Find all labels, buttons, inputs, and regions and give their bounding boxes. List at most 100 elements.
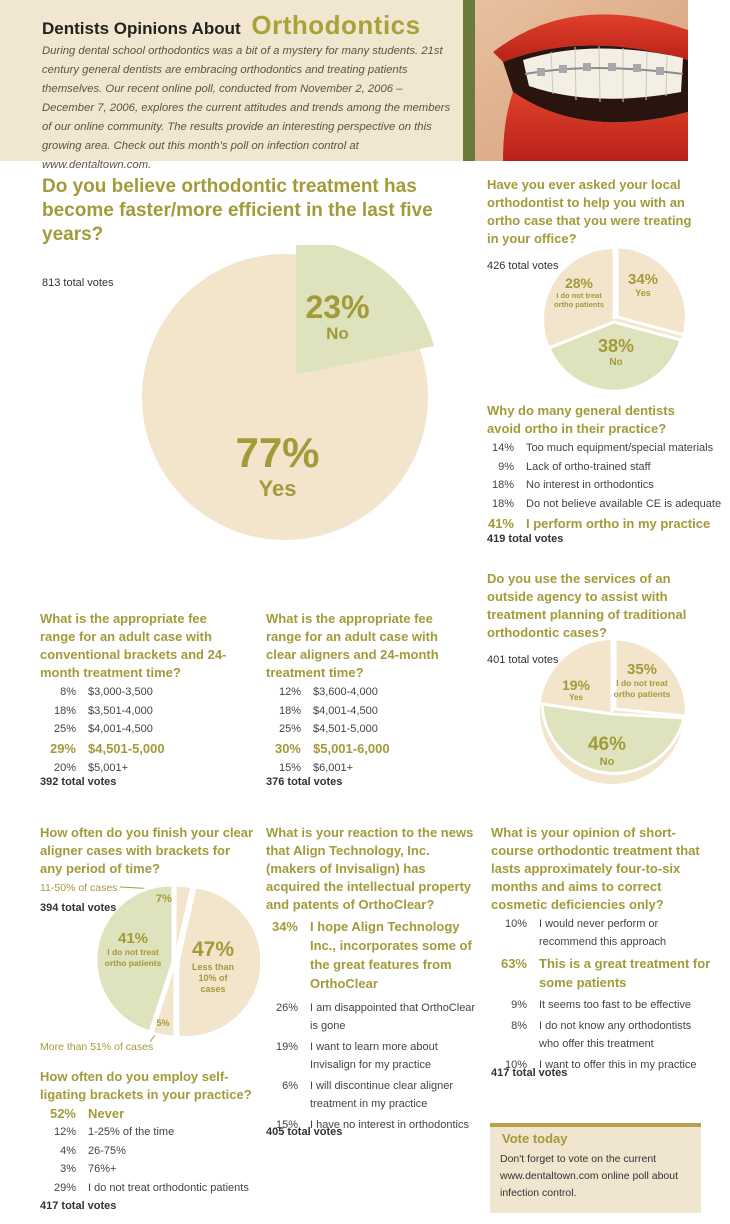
poll1-pie <box>142 245 434 540</box>
list-item: 26% I am disappointed that OrthoClear is … <box>262 999 477 1035</box>
poll2-no-text: No <box>609 357 623 368</box>
poll10-total: 417 total votes <box>491 1067 568 1079</box>
poll7-pie <box>94 883 260 1043</box>
row-text: I do not treat orthodontic patients <box>88 1181 249 1194</box>
list-item: 25% $4,001-4,500 <box>40 720 240 739</box>
poll5-total: 392 total votes <box>40 776 117 788</box>
row-pct: 12% <box>278 686 301 699</box>
poll4-slice-no <box>540 702 686 775</box>
row-text: Lack of ortho-trained staff <box>526 460 651 473</box>
row-pct: 6% <box>282 1080 298 1092</box>
row-text: 76%+ <box>88 1163 117 1176</box>
vote-box-body: Don't forget to vote on the current www.… <box>500 1153 679 1199</box>
row-pct: 63% <box>500 956 527 971</box>
row-pct: 15% <box>275 1119 298 1131</box>
title-prefix: Dentists Opinions About <box>42 19 241 38</box>
row-text: No interest in orthodontics <box>526 479 654 492</box>
list-item: 20% $5,001+ <box>40 759 240 778</box>
list-item: 8% $3,000-3,500 <box>40 683 240 702</box>
poll4-notreat-text: I do not treat ortho patients <box>613 678 671 699</box>
row-text: $4,001-4,500 <box>313 704 378 717</box>
poll8-total: 417 total votes <box>40 1200 117 1212</box>
poll2-label-yes: 34% Yes <box>617 271 669 298</box>
poll7-41-pct: 41% <box>117 930 149 947</box>
list-item: 6% I will discontinue clear aligner treat… <box>262 1077 477 1113</box>
poll7-question: How often do you finish your clear align… <box>40 825 254 876</box>
row-pct: 9% <box>498 460 514 473</box>
poll2-no-pct: 38% <box>597 336 635 356</box>
poll1-no-text: No <box>326 324 349 343</box>
list-item: 18% No interest in orthodontics <box>478 476 728 495</box>
poll5-list: 8% $3,000-3,500 18% $3,501-4,000 25% $4,001… <box>40 683 240 777</box>
poll2-yes-text: Yes <box>635 288 651 298</box>
header-banner <box>0 0 463 161</box>
row-pct: 41% <box>487 515 514 531</box>
poll2-slice-yes <box>615 245 688 337</box>
poll4-pie <box>540 637 688 784</box>
poll4-yes-text: Yes <box>569 693 583 702</box>
row-pct: 8% <box>511 1020 527 1032</box>
row-pct: 19% <box>275 1041 298 1053</box>
poll7-callout-top: 11-50% of cases <box>40 882 118 894</box>
poll10-question: What is your opinion of short-course ort… <box>491 825 700 912</box>
poll6-list: 12% $3,600-4,000 18% $4,001-4,500 25% $4,50… <box>265 683 465 777</box>
row-text: I perform ortho in my practice <box>526 515 711 531</box>
row-text: $6,001+ <box>313 761 354 774</box>
poll1-total: 813 total votes <box>42 277 114 289</box>
list-item: 18% $3,501-4,000 <box>40 702 240 721</box>
poll7-total: 394 total votes <box>40 902 117 914</box>
poll2-notreat-text: I do not treat ortho patients <box>554 291 604 309</box>
smile-photo <box>463 0 688 161</box>
poll8-list: 52% Never 12% 1-25% of the time 4% 26-75% 3… <box>40 1103 265 1197</box>
poll2-slice-no <box>547 320 683 393</box>
row-text: $5,001+ <box>88 761 129 774</box>
poll7-callout-bottom: More than 51% of cases <box>40 1041 154 1053</box>
poll7-pct-5: 5% <box>156 1018 170 1028</box>
list-item: 14% Too much equipment/special materials <box>478 439 728 458</box>
list-item-highlight: 34% I hope Align Technology Inc., incorpo… <box>262 917 477 993</box>
row-pct: 26% <box>275 1002 298 1014</box>
poll2-label-notreat: 28% I do not treat ortho patients <box>548 275 610 309</box>
row-text: Too much equipment/special materials <box>526 442 714 455</box>
page-title: Dentists Opinions About Orthodontics <box>42 10 421 41</box>
poll9-list: 34% I hope Align Technology Inc., incorpo… <box>262 917 477 1134</box>
poll6-total: 376 total votes <box>266 776 343 788</box>
row-text: I want to learn more about Invisalign fo… <box>310 1041 438 1071</box>
poll2-question: Have you ever asked your local orthodont… <box>487 177 692 246</box>
row-text: I hope Align Technology Inc., incorporat… <box>310 919 472 991</box>
poll6-question: What is the appropriate fee range for an… <box>266 611 439 680</box>
list-item: 12% $3,600-4,000 <box>265 683 465 702</box>
poll1-slice-no <box>296 245 434 375</box>
poll7-pct-7: 7% <box>156 893 172 905</box>
poll4-yes-pct: 19% <box>561 677 591 693</box>
row-pct: 20% <box>53 761 76 774</box>
row-text: Do not believe available CE is adequate <box>526 497 722 510</box>
row-pct: 8% <box>60 686 76 699</box>
list-item: 10% I want to offer this in my practice <box>491 1056 711 1074</box>
poll7-slice-47 <box>176 885 260 1039</box>
row-pct: 3% <box>60 1163 76 1176</box>
poll7-label-41: 41% I do not treat ortho patients <box>100 930 166 969</box>
row-text: It seems too fast to be effective <box>539 999 692 1011</box>
row-text: $5,001-6,000 <box>313 741 390 756</box>
list-item: 25% $4,501-5,000 <box>265 720 465 739</box>
poll3-list: 14% Too much equipment/special materials … <box>478 439 728 533</box>
poll4-label-yes: 19% Yes <box>556 677 596 702</box>
poll2-label-no: 38% No <box>586 336 646 368</box>
list-item: 9% Lack of ortho-trained staff <box>478 458 728 477</box>
list-item: 9% It seems too fast to be effective <box>491 996 711 1014</box>
row-text: $3,501-4,000 <box>88 704 153 717</box>
list-item: 8% I do not know any orthodontists who of… <box>491 1017 711 1053</box>
poll4-slice-notreat <box>613 637 688 718</box>
poll4-label-notreat: 35% I do not treat ortho patients <box>611 661 673 700</box>
row-pct: 25% <box>53 723 76 736</box>
row-text: This is a great treatment for some patie… <box>539 956 711 990</box>
poll1-yes-pct: 77% <box>235 429 320 476</box>
row-pct: 29% <box>53 1181 76 1194</box>
row-pct: 18% <box>491 479 514 492</box>
poll2-pie <box>544 245 688 393</box>
row-pct: 29% <box>49 741 76 756</box>
row-text: $4,001-4,500 <box>88 723 153 736</box>
poll1-yes-label: 77% Yes <box>205 432 350 504</box>
poll7-label-47: 47% Less than 10% of cases <box>180 938 246 995</box>
